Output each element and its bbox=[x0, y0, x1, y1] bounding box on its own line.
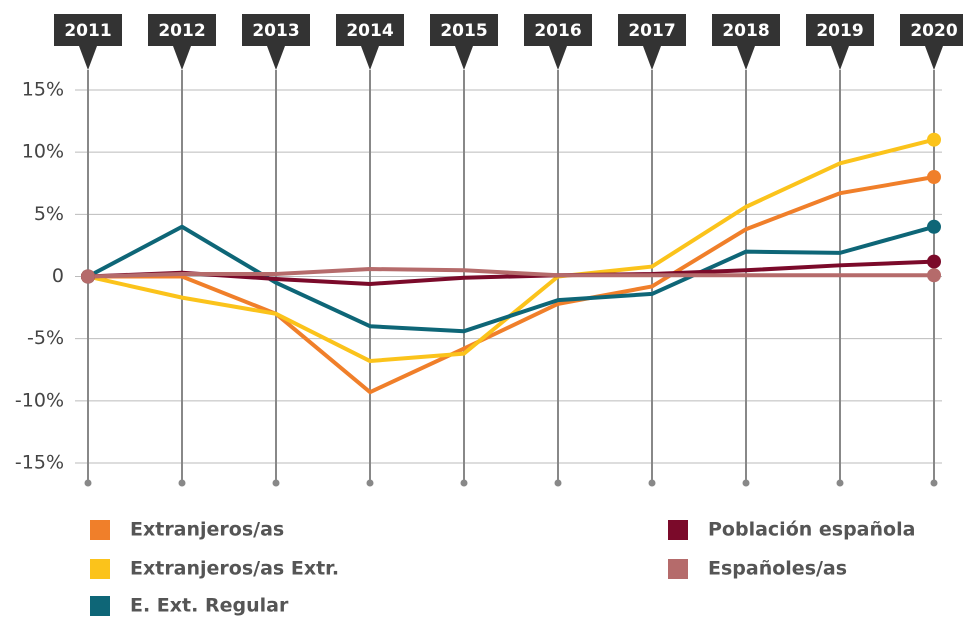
year-pointer bbox=[925, 46, 943, 70]
end-point bbox=[927, 170, 941, 185]
year-dot bbox=[460, 479, 468, 487]
year-label: 2019 bbox=[816, 21, 863, 41]
year-dot bbox=[366, 479, 374, 487]
year-label: 2011 bbox=[64, 21, 111, 41]
year-box bbox=[900, 14, 963, 46]
year-pointer bbox=[173, 46, 191, 70]
year-box bbox=[430, 14, 498, 46]
legend-swatch bbox=[668, 559, 688, 579]
year-box bbox=[618, 14, 686, 46]
y-tick-label: 15% bbox=[22, 79, 64, 101]
end-point bbox=[927, 254, 941, 269]
year-pointer bbox=[79, 46, 97, 70]
legend-label: Población española bbox=[708, 519, 915, 541]
year-dot bbox=[648, 479, 656, 487]
year-box bbox=[336, 14, 404, 46]
year-label: 2012 bbox=[158, 21, 205, 41]
legend-swatch bbox=[90, 520, 110, 540]
year-dot bbox=[272, 479, 280, 487]
end-point bbox=[927, 268, 941, 283]
year-dot bbox=[554, 479, 562, 487]
series-line bbox=[87, 224, 935, 334]
year-box bbox=[148, 14, 216, 46]
year-pointer bbox=[737, 46, 755, 70]
legend-label: Extranjeros/as Extr. bbox=[130, 558, 339, 580]
year-dot bbox=[836, 479, 844, 487]
year-label: 2018 bbox=[722, 21, 769, 41]
year-label: 2017 bbox=[628, 21, 675, 41]
year-dot bbox=[84, 479, 92, 487]
legend-swatch bbox=[90, 596, 110, 616]
year-box bbox=[54, 14, 122, 46]
legend-swatch bbox=[90, 559, 110, 579]
year-box bbox=[712, 14, 780, 46]
y-tick-label: -5% bbox=[27, 327, 64, 349]
year-label: 2013 bbox=[252, 21, 299, 41]
year-label: 2020 bbox=[910, 21, 957, 41]
year-pointer bbox=[643, 46, 661, 70]
legend-label: Españoles/as bbox=[708, 558, 847, 580]
legend-label: Extranjeros/as bbox=[130, 519, 284, 541]
year-pointer bbox=[455, 46, 473, 70]
legend-label: E. Ext. Regular bbox=[130, 595, 289, 617]
year-pointer bbox=[549, 46, 567, 70]
series-line bbox=[87, 267, 934, 279]
year-pointer bbox=[361, 46, 379, 70]
end-point bbox=[927, 132, 941, 147]
y-tick-label: 5% bbox=[34, 203, 64, 225]
year-label: 2016 bbox=[534, 21, 581, 41]
year-dot bbox=[930, 479, 938, 487]
year-box bbox=[242, 14, 310, 46]
year-pointer bbox=[831, 46, 849, 70]
legend-swatch bbox=[668, 520, 688, 540]
y-tick-label: -10% bbox=[15, 389, 64, 411]
year-dot bbox=[742, 479, 750, 487]
year-label: 2014 bbox=[346, 21, 393, 41]
year-box bbox=[524, 14, 592, 46]
series-line bbox=[88, 175, 935, 395]
year-pointer bbox=[267, 46, 285, 70]
y-tick-label: -15% bbox=[15, 452, 64, 474]
end-point bbox=[927, 219, 941, 234]
year-dot bbox=[178, 479, 186, 487]
y-tick-label: 0 bbox=[52, 265, 64, 287]
year-box bbox=[806, 14, 874, 46]
y-tick-label: 10% bbox=[22, 141, 64, 163]
end-point bbox=[81, 269, 95, 284]
year-label: 2015 bbox=[440, 21, 487, 41]
